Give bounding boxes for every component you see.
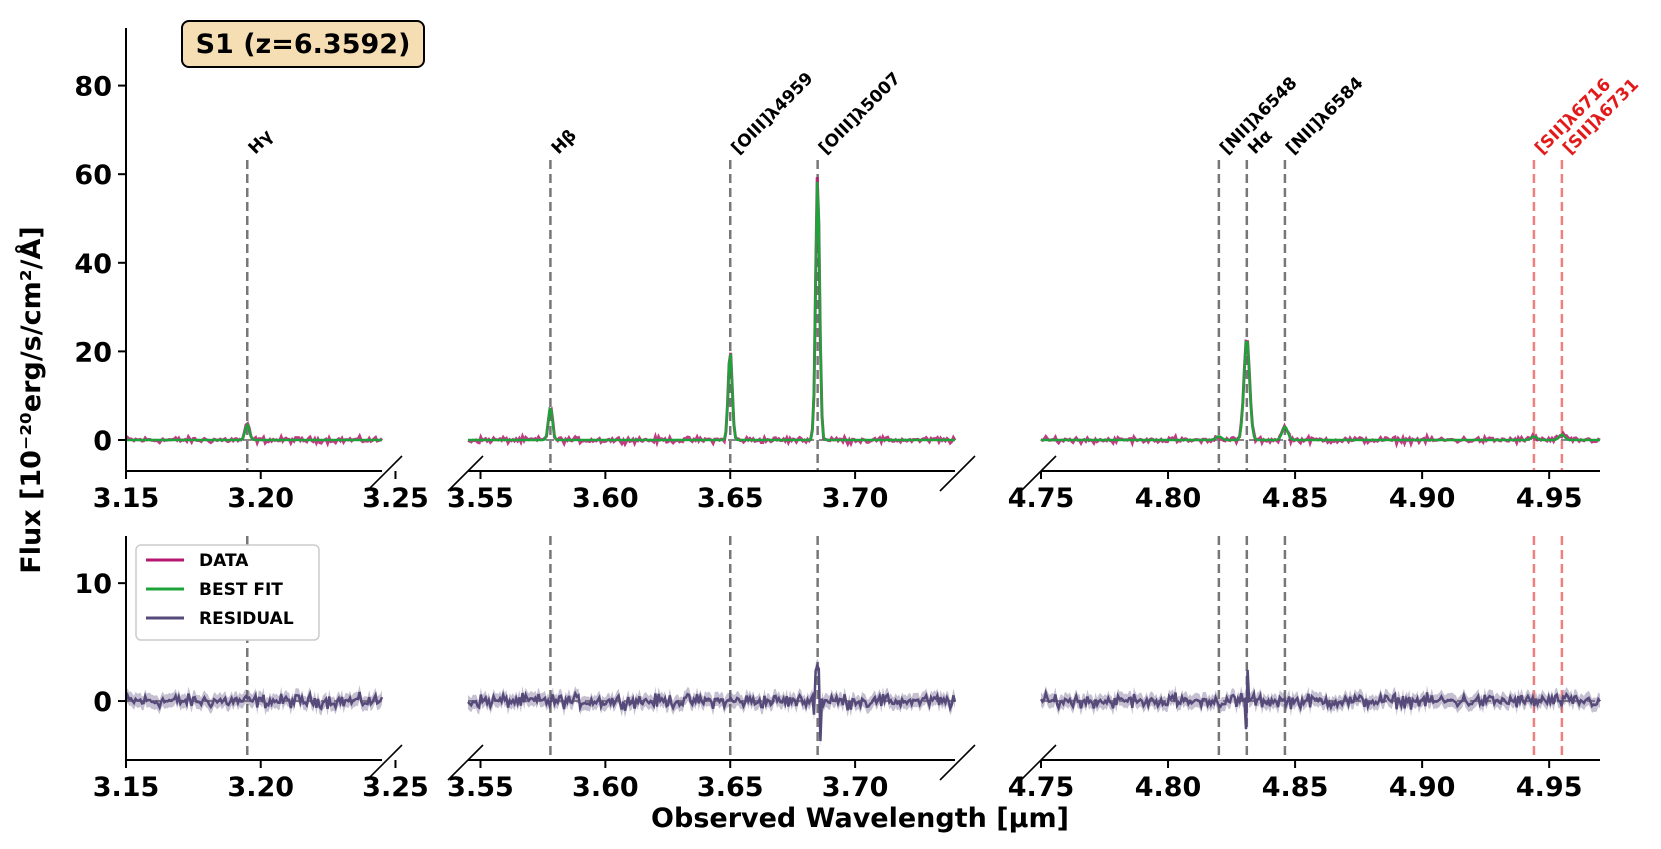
xtick-label-bot-1-0: 3.55: [447, 772, 514, 803]
best-fit-trace-0: [126, 421, 382, 442]
legend-label-best-fit: BEST FIT: [199, 580, 283, 600]
xtick-label-top-0-0: 3.15: [93, 483, 160, 514]
ytick-label-top-1: 20: [74, 337, 112, 368]
xtick-label-top-2-4: 4.95: [1516, 483, 1583, 514]
xtick-label-top-1-0: 3.55: [447, 483, 514, 514]
xtick-label-bot-2-3: 4.90: [1389, 772, 1456, 803]
ytick-label-top-3: 60: [74, 160, 112, 191]
residual-trace-1: [467, 662, 957, 742]
source-label-text: S1 (z=6.3592): [196, 29, 411, 60]
line-label-3: [OIII]λ5007: [815, 69, 905, 159]
break-mark-left-top-1: [447, 455, 484, 492]
y-axis-label: Flux [10⁻²⁰erg/s/cm²/Å]: [15, 226, 47, 573]
source-label-background: [181, 20, 425, 68]
ytick-label-top-4: 80: [74, 72, 112, 103]
legend: DATA BEST FIT RESIDUAL: [135, 544, 320, 641]
legend-box: [135, 544, 320, 641]
xtick-label-bot-0-0: 3.15: [93, 772, 160, 803]
xtick-label-bot-1-1: 3.60: [572, 772, 639, 803]
legend-label-residual: RESIDUAL: [199, 609, 294, 629]
xtick-label-top-0-1: 3.20: [227, 483, 294, 514]
break-mark-right-bot-0: [366, 744, 403, 781]
emission-line-markers: [246, 160, 1564, 760]
break-mark-right-top-1: [939, 455, 976, 492]
xtick-label-bot-2-4: 4.95: [1516, 772, 1583, 803]
xtick-label-bot-0-2: 3.25: [362, 772, 429, 803]
best-fit-trace-2: [1041, 340, 1600, 442]
break-mark-left-bot-1: [447, 744, 484, 781]
line-label-0: Hγ: [245, 126, 278, 159]
break-mark-right-bot-1: [939, 744, 976, 781]
xtick-label-top-2-2: 4.85: [1262, 483, 1329, 514]
axis-ticks: 3.15 3.20 3.25 3.55 3.60 3.65 3.70 4.75 4.80 4.85…: [74, 72, 1582, 803]
ytick-label-bot-1: 10: [74, 569, 112, 600]
best-fit-trace-1: [468, 181, 955, 442]
source-label-box: S1 (z=6.3592): [181, 20, 425, 68]
x-axis-label: Observed Wavelength [μm]: [651, 803, 1069, 834]
legend-label-data: DATA: [199, 551, 249, 571]
xtick-label-bot-2-1: 4.80: [1135, 772, 1202, 803]
break-mark-left-top-2: [1020, 455, 1057, 492]
residual-trace-0: [124, 689, 384, 712]
xtick-label-bot-1-2: 3.65: [697, 772, 764, 803]
data-trace-2: [1040, 339, 1601, 449]
ytick-label-bot-0: 0: [93, 687, 112, 718]
xtick-label-top-1-1: 3.60: [572, 483, 639, 514]
break-mark-right-top-0: [366, 455, 403, 492]
xtick-label-bot-1-3: 3.70: [822, 772, 889, 803]
line-label-1: Hβ: [548, 126, 581, 159]
xtick-label-top-2-1: 4.80: [1135, 483, 1202, 514]
ytick-label-top-0: 0: [93, 426, 112, 457]
ytick-label-top-2: 40: [74, 249, 112, 280]
xtick-label-top-0-2: 3.25: [362, 483, 429, 514]
line-label-2: [OIII]λ4959: [728, 69, 818, 159]
spectrum-traces: [124, 177, 1601, 749]
xtick-label-bot-2-0: 4.75: [1008, 772, 1075, 803]
data-trace-1: [467, 177, 957, 448]
xtick-label-bot-0-1: 3.20: [227, 772, 294, 803]
axes-frames: [125, 28, 1600, 781]
xtick-label-top-1-3: 3.70: [822, 483, 889, 514]
xtick-label-top-2-3: 4.90: [1389, 483, 1456, 514]
break-mark-left-bot-2: [1020, 744, 1057, 781]
xtick-label-bot-2-2: 4.85: [1262, 772, 1329, 803]
xtick-label-top-2-0: 4.75: [1008, 483, 1075, 514]
xtick-label-top-1-2: 3.65: [697, 483, 764, 514]
residual-trace-2: [1039, 669, 1601, 730]
